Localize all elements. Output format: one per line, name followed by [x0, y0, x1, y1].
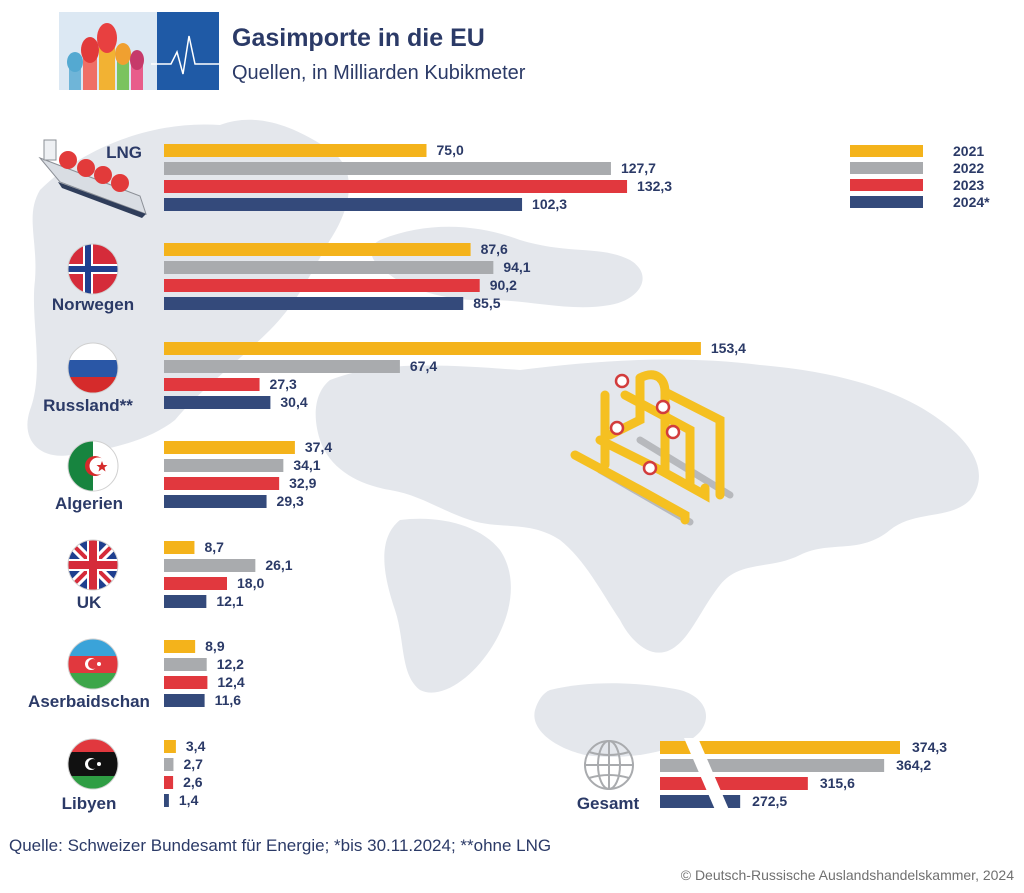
value-label-russland-2022: 67,4 [410, 358, 437, 374]
value-label-gesamt-2024: 272,5 [752, 793, 787, 809]
copyright-note: © Deutsch-Russische Auslandshandelskamme… [680, 867, 1014, 883]
value-label-libyen-2021: 3,4 [186, 738, 206, 754]
value-label-lng-2021: 75,0 [437, 142, 464, 158]
bar-lng-2021 [164, 144, 427, 157]
bar-gesamt-2022 [660, 759, 885, 772]
russia-flag-icon [67, 342, 119, 394]
lng-tanker-icon [38, 139, 147, 218]
value-label-libyen-2023: 2,6 [183, 774, 203, 790]
bar-libyen-2021 [164, 740, 176, 753]
value-label-aserbaidschan-2023: 12,4 [217, 674, 244, 690]
algeria-flag-icon [67, 440, 119, 492]
value-label-libyen-2024: 1,4 [179, 792, 199, 808]
category-label-aserbaidschan: Aserbaidschan [28, 692, 150, 711]
category-label-algerien: Algerien [55, 494, 123, 513]
bar-norwegen-2022 [164, 261, 494, 274]
value-label-gesamt-2023: 315,6 [820, 775, 855, 791]
bar-lng-2022 [164, 162, 611, 175]
bar-russland-2021 [164, 342, 701, 355]
category-label-norwegen: Norwegen [52, 295, 134, 314]
bar-uk-2024 [164, 595, 207, 608]
value-label-uk-2022: 26,1 [265, 557, 292, 573]
bar-algerien-2023 [164, 477, 280, 490]
category-label-uk: UK [77, 593, 102, 612]
bar-lng-2024 [164, 198, 523, 211]
bar-algerien-2024 [164, 495, 267, 508]
axis-break-mark [684, 738, 730, 812]
value-label-norwegen-2021: 87,6 [481, 241, 508, 257]
bar-gesamt-2021 [660, 741, 900, 754]
value-label-russland-2024: 30,4 [280, 394, 307, 410]
value-label-uk-2023: 18,0 [237, 575, 264, 591]
value-label-algerien-2023: 32,9 [289, 475, 316, 491]
value-label-norwegen-2023: 90,2 [490, 277, 517, 293]
bar-libyen-2023 [164, 776, 174, 789]
value-label-uk-2024: 12,1 [216, 593, 243, 609]
page-subtitle: Quellen, in Milliarden Kubikmeter [232, 62, 526, 84]
bar-algerien-2021 [164, 441, 295, 454]
value-label-norwegen-2024: 85,5 [473, 295, 500, 311]
legend-swatch-2023 [850, 179, 923, 191]
legend-swatch-2021 [850, 145, 923, 157]
page-title: Gasimporte in die EU [232, 24, 485, 52]
globe-icon [584, 740, 634, 790]
category-label-gesamt: Gesamt [577, 794, 640, 813]
value-label-russland-2023: 27,3 [270, 376, 297, 392]
value-label-gesamt-2022: 364,2 [896, 757, 931, 773]
bar-gesamt-2024 [660, 795, 741, 808]
value-label-aserbaidschan-2024: 11,6 [215, 692, 242, 708]
source-note: Quelle: Schweizer Bundesamt für Energie;… [9, 836, 552, 855]
value-label-algerien-2024: 29,3 [277, 493, 304, 509]
bar-russland-2022 [164, 360, 400, 373]
legend-swatch-2024 [850, 196, 923, 208]
bar-aserbaidschan-2024 [164, 694, 205, 707]
uk-flag-icon [67, 539, 119, 591]
legend-label-2024: 2024* [953, 194, 990, 210]
value-label-russland-2021: 153,4 [711, 340, 746, 356]
value-label-lng-2024: 102,3 [532, 196, 567, 212]
value-label-algerien-2022: 34,1 [293, 457, 320, 473]
value-label-lng-2022: 127,7 [621, 160, 656, 176]
category-label-russland: Russland** [43, 396, 133, 415]
legend-label-2021: 2021 [953, 143, 984, 159]
bar-russland-2024 [164, 396, 271, 409]
category-label-lng: LNG [106, 143, 142, 162]
bar-lng-2023 [164, 180, 628, 193]
bar-aserbaidschan-2022 [164, 658, 207, 671]
value-label-uk-2021: 8,7 [204, 539, 224, 555]
legend-swatch-2022 [850, 162, 923, 174]
bar-algerien-2022 [164, 459, 284, 472]
value-label-aserbaidschan-2022: 12,2 [217, 656, 244, 672]
bar-uk-2021 [164, 541, 195, 554]
bar-uk-2023 [164, 577, 227, 590]
bar-norwegen-2021 [164, 243, 471, 256]
gas-pipeline-icon [570, 370, 734, 526]
value-label-algerien-2021: 37,4 [305, 439, 332, 455]
bar-gesamt-2023 [660, 777, 808, 790]
bar-russland-2023 [164, 378, 260, 391]
value-label-lng-2023: 132,3 [637, 178, 672, 194]
value-label-gesamt-2021: 374,3 [912, 739, 947, 755]
bar-libyen-2024 [164, 794, 169, 807]
bar-uk-2022 [164, 559, 256, 572]
logo-image [59, 12, 219, 90]
libya-flag-icon [67, 738, 119, 790]
value-label-norwegen-2022: 94,1 [503, 259, 530, 275]
bar-norwegen-2024 [164, 297, 464, 310]
bar-aserbaidschan-2023 [164, 676, 208, 689]
bar-aserbaidschan-2021 [164, 640, 196, 653]
norway-flag-icon [67, 243, 119, 295]
bar-libyen-2022 [164, 758, 174, 771]
legend-label-2022: 2022 [953, 160, 984, 176]
bar-norwegen-2023 [164, 279, 480, 292]
value-label-aserbaidschan-2021: 8,9 [205, 638, 225, 654]
legend-label-2023: 2023 [953, 177, 984, 193]
category-label-libyen: Libyen [62, 794, 117, 813]
value-label-libyen-2022: 2,7 [183, 756, 203, 772]
azerbaijan-flag-icon [67, 638, 119, 690]
